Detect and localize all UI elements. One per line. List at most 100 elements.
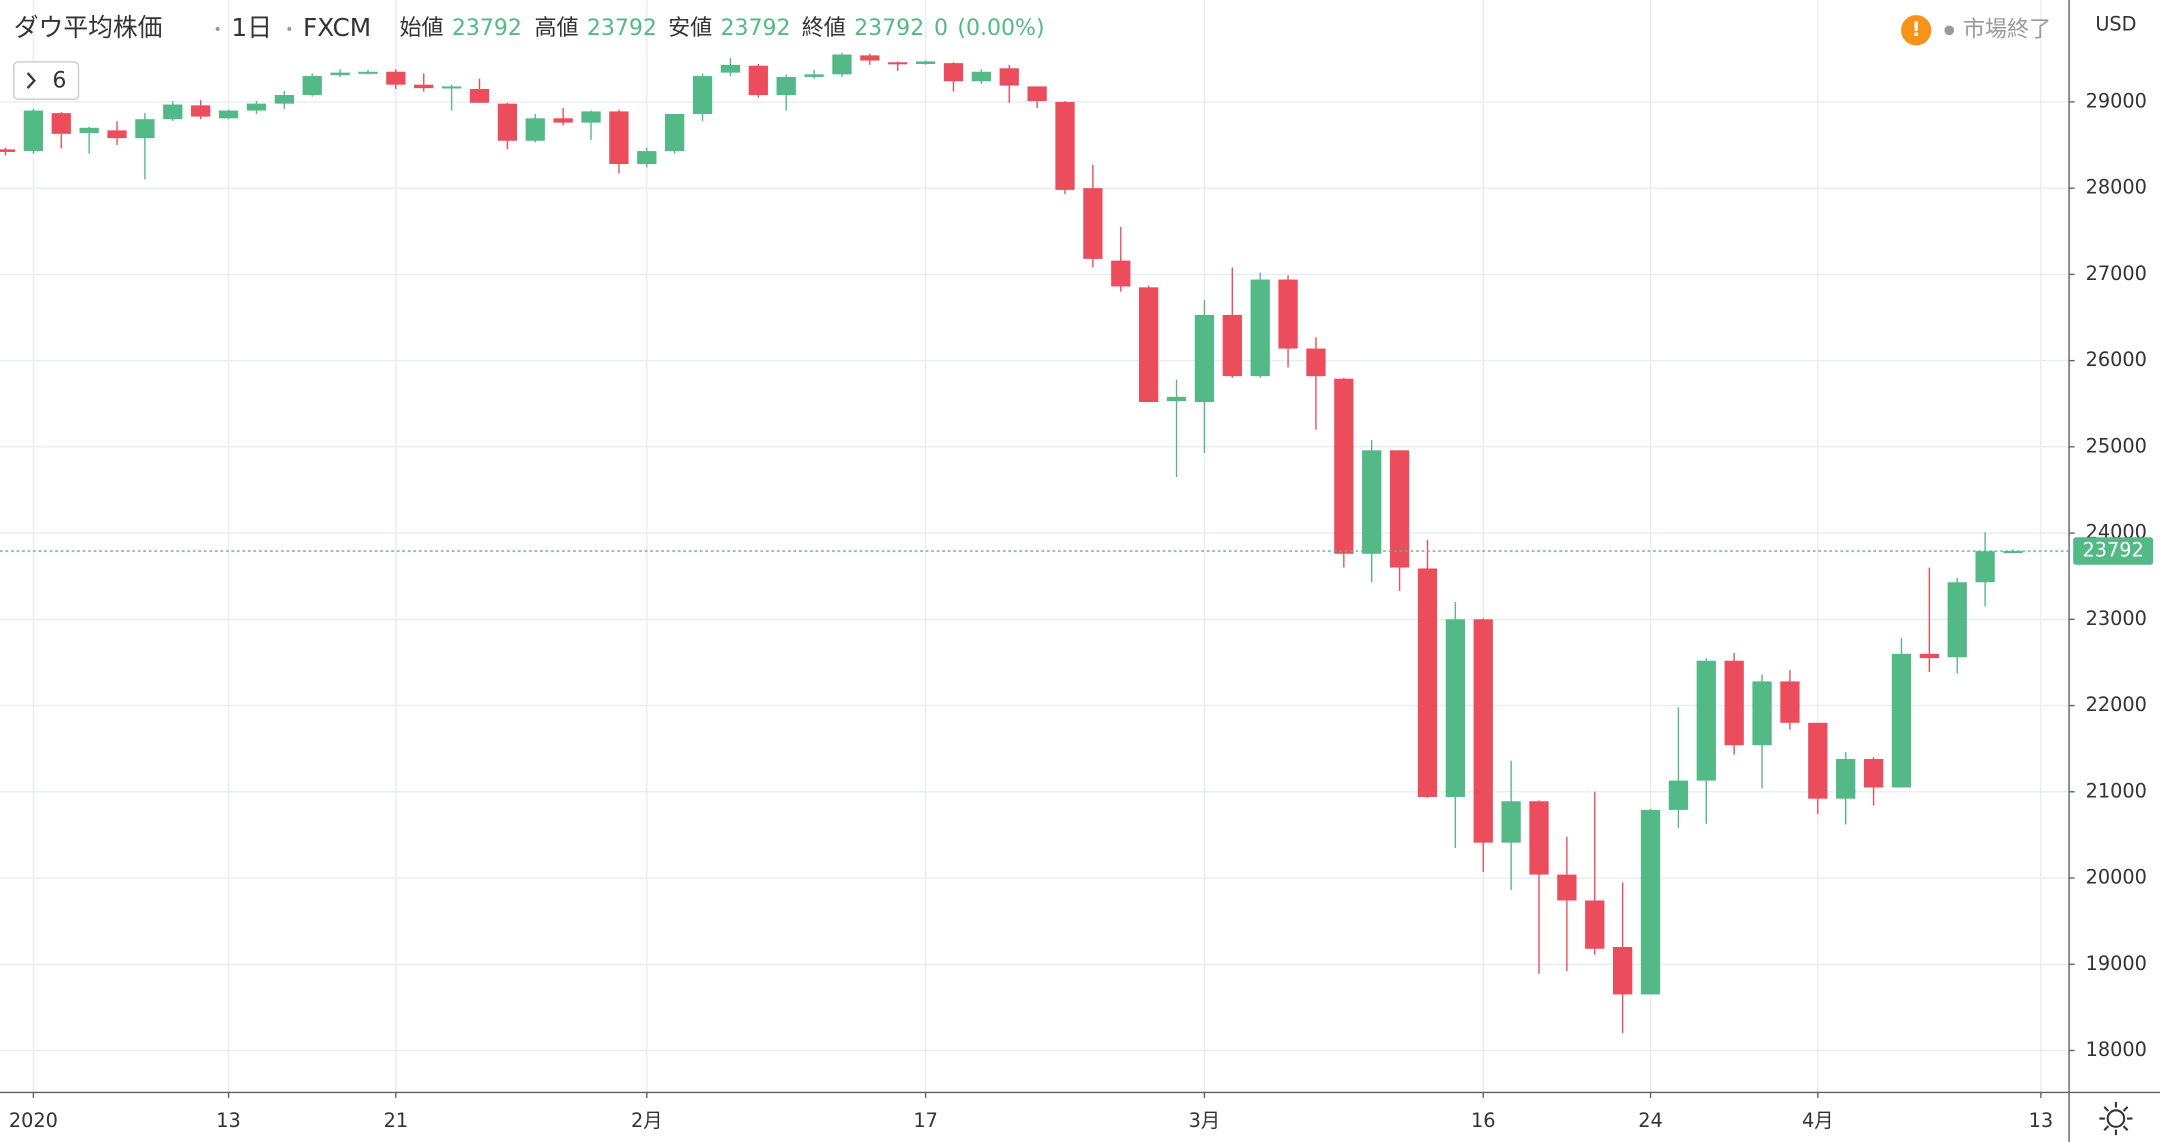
x-tick-label: 2020 <box>9 1109 58 1132</box>
legend: ダウ平均株価 1日 FXCM 始値 23792 高値 23792 安値 2379… <box>14 13 1045 42</box>
candle-body <box>888 62 908 65</box>
candle-body <box>1529 801 1549 875</box>
close-label: 終値 <box>802 16 846 41</box>
toggle-box[interactable] <box>13 61 80 100</box>
candle-body <box>1334 378 1354 554</box>
candle-body <box>1752 681 1772 746</box>
candle-body <box>1836 759 1856 799</box>
candle-body <box>1668 780 1689 810</box>
x-tick-label: 17 <box>913 1109 938 1132</box>
candle-body <box>1222 314 1242 377</box>
y-tick-label: 29000 <box>2086 89 2147 112</box>
candle-body <box>999 68 1019 86</box>
candle-body <box>1445 619 1465 797</box>
high-label: 高値 <box>534 16 578 41</box>
candle-body <box>135 119 155 139</box>
y-tick-label: 27000 <box>2086 262 2147 285</box>
candle-body <box>1585 900 1605 949</box>
x-tick-label: 16 <box>1471 1109 1496 1132</box>
candle-body <box>553 118 573 123</box>
candle-body <box>1166 396 1187 402</box>
candle-body <box>692 76 713 115</box>
y-tick-label: 26000 <box>2086 348 2147 371</box>
candle-body <box>1919 653 1939 659</box>
candle-body <box>832 54 852 75</box>
candle-body <box>1891 653 1912 788</box>
low-label: 安値 <box>668 16 712 41</box>
candle-body <box>414 84 434 89</box>
gear-teeth <box>2099 1102 2133 1136</box>
candle-body <box>804 74 824 77</box>
candle-body <box>1473 619 1493 843</box>
x-tick-label: 21 <box>384 1109 409 1132</box>
indicator-count: 6 <box>52 68 66 93</box>
candle-body <box>1083 188 1103 259</box>
y-tick-label: 25000 <box>2086 434 2147 457</box>
candle-body <box>107 130 127 139</box>
candle-body <box>218 110 239 119</box>
source: FXCM <box>303 13 371 42</box>
candle-body <box>525 118 545 141</box>
candle-body <box>1111 260 1131 287</box>
low-value: 23792 <box>720 16 790 41</box>
candle-body <box>1027 86 1047 102</box>
candle-body <box>302 76 322 96</box>
y-tick-label: 23000 <box>2086 607 2147 630</box>
candle-body <box>1250 279 1270 377</box>
market-status[interactable]: ! 市場終了 <box>1901 15 2051 46</box>
candle-body <box>1389 450 1410 568</box>
settings-icon[interactable] <box>2099 1102 2133 1136</box>
x-tick-label: 24 <box>1638 1109 1663 1132</box>
candle-body <box>1278 279 1298 349</box>
candle-body <box>191 105 211 117</box>
open-value: 23792 <box>452 16 522 41</box>
candle-body <box>971 71 992 82</box>
candle-body <box>1501 801 1521 843</box>
candle-body <box>1724 660 1744 746</box>
candle-body <box>1557 874 1577 901</box>
candle-body <box>1975 551 1995 583</box>
change: 0 <box>934 16 948 41</box>
warning-icon <box>1901 15 1932 46</box>
candle-body <box>1417 568 1438 797</box>
candle-body <box>1808 722 1828 799</box>
candle-body <box>51 113 71 134</box>
candle-body <box>1613 947 1633 995</box>
y-tick-label: 21000 <box>2086 779 2147 802</box>
currency[interactable]: USD <box>2095 12 2136 35</box>
candle-body <box>386 71 406 85</box>
candle-body <box>748 65 768 96</box>
candle-body <box>665 114 685 152</box>
candle-body <box>720 64 741 73</box>
y-tick-label: 18000 <box>2086 1038 2147 1061</box>
candle-body <box>246 103 267 111</box>
candle-body <box>1640 809 1661 995</box>
x-tick-label: 4月 <box>1802 1109 1834 1132</box>
candle-body <box>943 63 964 82</box>
high-value: 23792 <box>587 16 657 41</box>
candle-body <box>441 86 462 89</box>
candle-body <box>469 88 490 103</box>
indicators-toggle[interactable]: 6 <box>13 61 80 100</box>
status-dot <box>1944 25 1955 36</box>
candle-body <box>1780 681 1800 723</box>
candle-body <box>1863 759 1884 788</box>
candle-body <box>1139 287 1159 403</box>
candle-body <box>1306 348 1326 377</box>
separator <box>287 26 292 31</box>
chevron <box>26 72 36 89</box>
candle-body <box>1947 582 1967 658</box>
last-price-tag <box>2073 537 2154 565</box>
x-tick-label: 3月 <box>1189 1109 1221 1132</box>
candle-body <box>915 61 936 64</box>
x-tick-label: 13 <box>216 1109 241 1132</box>
y-tick-label: 22000 <box>2086 693 2147 716</box>
warning-mark: ! <box>1912 18 1921 41</box>
candles <box>0 52 2023 1034</box>
y-tick-label: 28000 <box>2086 176 2147 199</box>
candle-body <box>637 151 657 165</box>
candle-body <box>163 104 183 120</box>
candle-body <box>581 111 601 123</box>
grid <box>0 0 2070 1093</box>
